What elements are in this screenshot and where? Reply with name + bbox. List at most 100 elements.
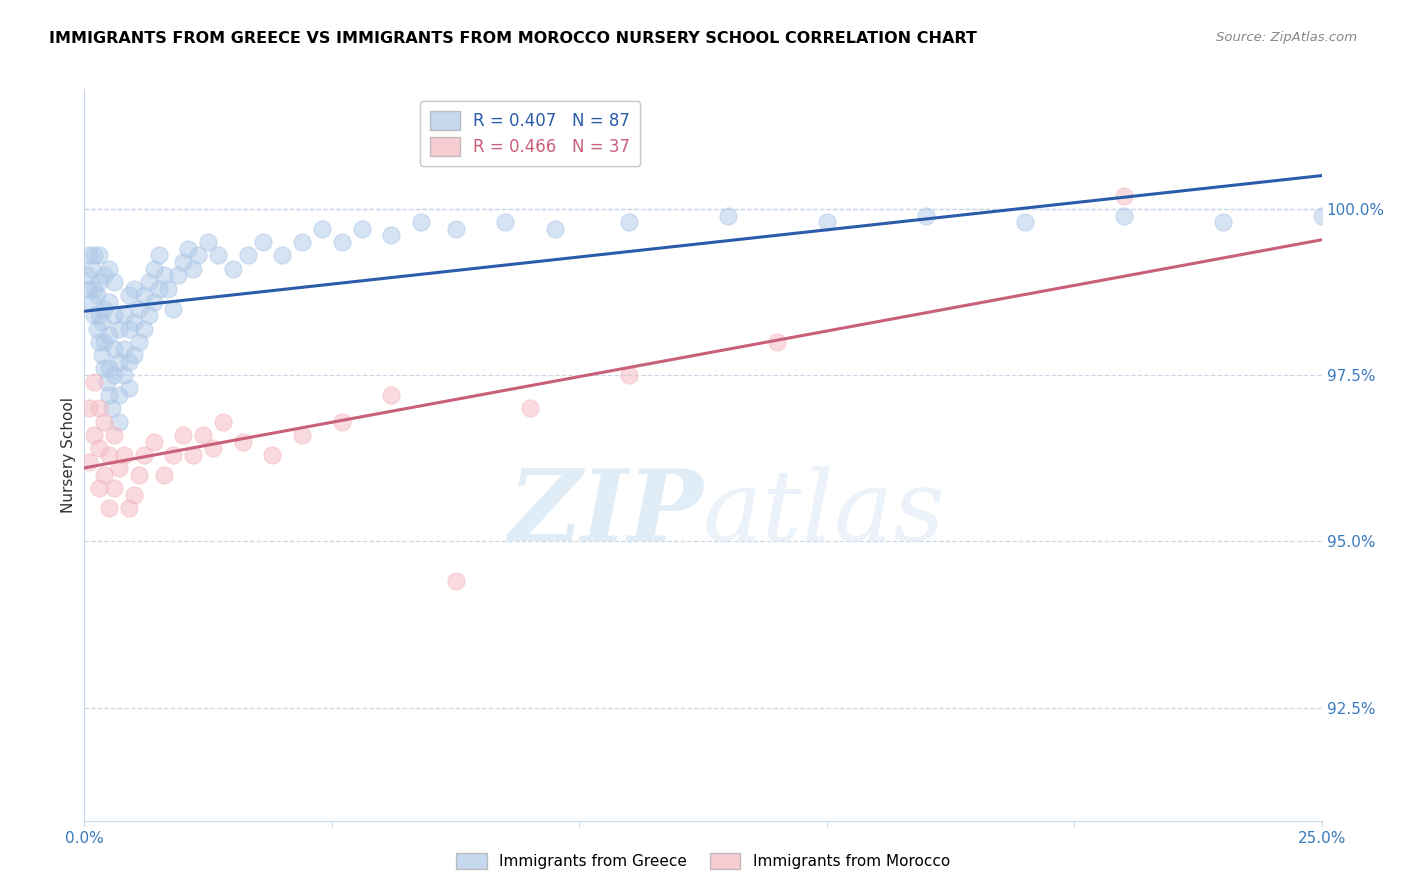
Point: [100, 401, 122, 416]
Point: [207, 248, 229, 262]
Point: [157, 282, 180, 296]
Point: [118, 381, 141, 395]
Point: [93, 301, 115, 316]
Point: [181, 448, 204, 462]
Text: ZIP: ZIP: [508, 466, 703, 562]
Point: [108, 415, 131, 429]
Point: [1212, 215, 1234, 229]
Point: [1112, 209, 1135, 223]
Point: [128, 334, 150, 349]
Point: [118, 355, 141, 369]
Point: [112, 308, 135, 322]
Text: IMMIGRANTS FROM GREECE VS IMMIGRANTS FROM MOROCCO NURSERY SCHOOL CORRELATION CHA: IMMIGRANTS FROM GREECE VS IMMIGRANTS FRO…: [49, 31, 977, 46]
Point: [766, 334, 789, 349]
Point: [232, 434, 254, 449]
Point: [222, 261, 245, 276]
Point: [76, 268, 98, 283]
Point: [93, 415, 115, 429]
Point: [90, 315, 112, 329]
Point: [98, 501, 121, 516]
Point: [118, 501, 141, 516]
Point: [128, 467, 150, 482]
Point: [212, 415, 235, 429]
Y-axis label: Nursery School: Nursery School: [60, 397, 76, 513]
Point: [98, 295, 121, 310]
Point: [444, 222, 467, 236]
Point: [98, 448, 121, 462]
Point: [79, 454, 101, 468]
Point: [89, 334, 111, 349]
Point: [177, 242, 200, 256]
Point: [122, 315, 145, 329]
Point: [108, 461, 131, 475]
Legend: R = 0.407   N = 87, R = 0.466   N = 37: R = 0.407 N = 87, R = 0.466 N = 37: [419, 101, 640, 166]
Point: [148, 282, 170, 296]
Point: [79, 401, 101, 416]
Point: [98, 328, 121, 343]
Point: [132, 448, 155, 462]
Point: [89, 248, 111, 262]
Point: [1112, 188, 1135, 202]
Point: [202, 442, 225, 456]
Point: [93, 334, 115, 349]
Point: [291, 428, 314, 442]
Point: [89, 481, 111, 495]
Point: [236, 248, 259, 262]
Point: [162, 301, 184, 316]
Point: [98, 388, 121, 402]
Point: [108, 355, 131, 369]
Point: [83, 428, 105, 442]
Point: [142, 261, 165, 276]
Point: [191, 428, 214, 442]
Point: [132, 321, 155, 335]
Point: [167, 268, 190, 283]
Point: [262, 448, 284, 462]
Point: [83, 248, 105, 262]
Point: [181, 261, 204, 276]
Point: [128, 301, 150, 316]
Point: [271, 248, 294, 262]
Point: [172, 255, 194, 269]
Point: [93, 268, 115, 283]
Text: Source: ZipAtlas.com: Source: ZipAtlas.com: [1216, 31, 1357, 45]
Point: [89, 442, 111, 456]
Point: [122, 282, 145, 296]
Point: [86, 288, 108, 302]
Point: [252, 235, 274, 249]
Point: [519, 401, 541, 416]
Point: [617, 368, 640, 383]
Point: [543, 222, 565, 236]
Point: [108, 388, 131, 402]
Point: [103, 428, 125, 442]
Point: [380, 228, 402, 243]
Point: [89, 308, 111, 322]
Point: [132, 288, 155, 302]
Point: [103, 308, 125, 322]
Point: [103, 275, 125, 289]
Point: [148, 248, 170, 262]
Point: [86, 321, 108, 335]
Point: [103, 481, 125, 495]
Point: [409, 215, 432, 229]
Point: [103, 368, 125, 383]
Point: [617, 215, 640, 229]
Point: [96, 375, 118, 389]
Point: [815, 215, 838, 229]
Point: [83, 282, 105, 296]
Point: [112, 448, 135, 462]
Point: [142, 295, 165, 310]
Point: [89, 275, 111, 289]
Point: [1014, 215, 1036, 229]
Point: [138, 275, 160, 289]
Legend: Immigrants from Greece, Immigrants from Morocco: Immigrants from Greece, Immigrants from …: [450, 847, 956, 875]
Point: [103, 342, 125, 356]
Point: [90, 348, 112, 362]
Point: [118, 288, 141, 302]
Point: [142, 434, 165, 449]
Point: [80, 261, 103, 276]
Point: [80, 295, 103, 310]
Point: [83, 308, 105, 322]
Point: [717, 209, 740, 223]
Point: [172, 428, 194, 442]
Point: [118, 321, 141, 335]
